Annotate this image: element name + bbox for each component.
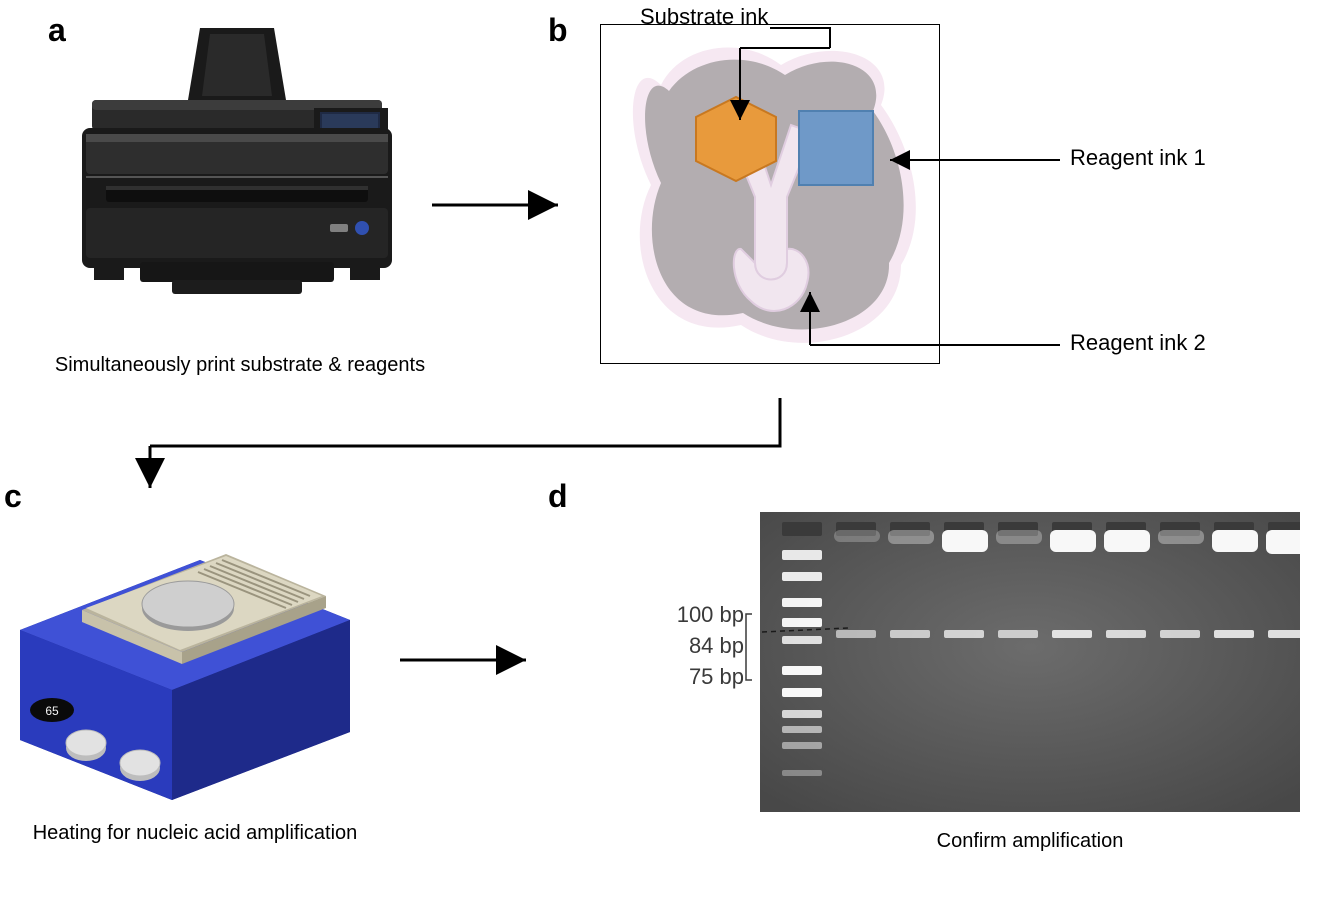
well-blob [1050,530,1096,552]
panel-a-caption: Simultaneously print substrate & reagent… [40,354,440,377]
ladder-band [782,726,822,733]
panel-label-d: d [548,478,568,515]
well-blob [1212,530,1258,552]
product-band [998,630,1038,638]
gel-well [782,522,822,536]
well-blob [996,530,1042,544]
ladder-band [782,598,822,607]
panel-label-b: b [548,12,568,49]
gel-image [760,512,1300,812]
gel-label-100bp: 100 bp [658,602,744,628]
product-band [1106,630,1146,638]
product-band [1268,630,1300,638]
well-blob [1158,530,1204,544]
ladder-band [782,572,822,581]
ladder-band [782,770,822,776]
gel-label-84bp: 84 bp [658,633,744,659]
well-blob [1266,530,1300,554]
printer-illustration [62,28,412,338]
ladder-band [782,618,822,627]
panel-d-caption: Confirm amplification [870,830,1190,853]
label-substrate-ink: Substrate ink [640,4,768,30]
heater-illustration: 65 [10,500,360,800]
ladder-band [782,636,822,644]
ladder-band [782,710,822,718]
well-blob [942,530,988,552]
well-blob [1104,530,1150,552]
ladder-band [782,550,822,560]
product-band [890,630,930,638]
gel-label-75bp: 75 bp [658,664,744,690]
product-band [836,630,876,638]
panel-c-caption: Heating for nucleic acid amplification [10,822,380,845]
ladder-band [782,688,822,697]
product-band [944,630,984,638]
well-blob [888,530,934,544]
display-text: 65 [45,704,59,718]
product-band [1052,630,1092,638]
schematic-box [600,24,940,364]
ladder-band [782,742,822,749]
product-band [1214,630,1254,638]
ladder-band [782,666,822,675]
product-band [1160,630,1200,638]
well-blob [834,530,880,542]
label-reagent-ink-1: Reagent ink 1 [1070,145,1206,171]
label-reagent-ink-2: Reagent ink 2 [1070,330,1206,356]
